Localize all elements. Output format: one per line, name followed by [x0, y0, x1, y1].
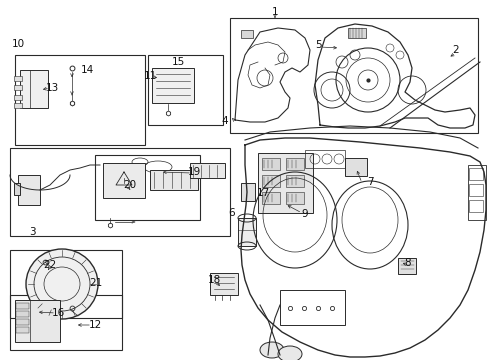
Bar — [229, 18, 477, 133]
Text: 17: 17 — [256, 188, 269, 198]
Bar — [16, 311, 29, 317]
Bar — [468, 184, 482, 196]
Bar — [238, 218, 256, 246]
Bar — [262, 158, 280, 170]
Ellipse shape — [260, 342, 284, 358]
Bar — [285, 175, 304, 187]
Text: 21: 21 — [89, 278, 102, 288]
Bar — [347, 28, 365, 38]
Bar — [467, 165, 485, 220]
Bar — [15, 55, 145, 145]
Text: 1: 1 — [271, 7, 278, 17]
Text: 15: 15 — [171, 57, 184, 67]
Text: 11: 11 — [143, 71, 156, 81]
Bar — [285, 158, 304, 170]
Bar — [190, 163, 224, 178]
Bar — [241, 30, 252, 38]
Text: 3: 3 — [29, 227, 35, 237]
Bar — [150, 170, 198, 190]
Bar — [241, 183, 254, 201]
Bar — [15, 300, 60, 342]
Text: 2: 2 — [452, 45, 458, 55]
Bar — [16, 327, 29, 333]
Bar — [280, 290, 345, 325]
Bar — [209, 273, 238, 295]
Text: 13: 13 — [45, 83, 59, 93]
Bar — [148, 55, 223, 125]
Text: 5: 5 — [314, 40, 321, 50]
Bar — [14, 95, 22, 100]
Text: 14: 14 — [80, 65, 93, 75]
Text: 10: 10 — [11, 39, 24, 49]
Bar — [14, 85, 22, 90]
Bar — [345, 158, 366, 176]
Text: 12: 12 — [88, 320, 102, 330]
Bar — [95, 155, 200, 220]
Ellipse shape — [26, 249, 98, 319]
Bar — [16, 303, 29, 309]
Bar — [18, 175, 40, 205]
Bar — [305, 150, 345, 168]
Bar — [285, 192, 304, 204]
Bar — [103, 163, 145, 198]
Text: 20: 20 — [123, 180, 136, 190]
Bar — [14, 76, 22, 81]
Ellipse shape — [278, 346, 302, 360]
Text: 4: 4 — [221, 116, 228, 126]
Text: 7: 7 — [366, 177, 372, 187]
Text: 8: 8 — [404, 258, 410, 268]
Text: 22: 22 — [43, 260, 57, 270]
Bar — [468, 200, 482, 212]
Bar — [397, 258, 415, 274]
Bar — [14, 183, 20, 195]
Bar — [14, 103, 22, 108]
Bar — [10, 250, 122, 318]
Bar — [468, 168, 482, 180]
Text: 18: 18 — [207, 275, 220, 285]
Bar — [262, 192, 280, 204]
Bar — [258, 153, 312, 213]
Text: 6: 6 — [228, 208, 235, 218]
Bar — [262, 175, 280, 187]
Text: 19: 19 — [187, 167, 200, 177]
Bar — [10, 148, 229, 236]
Bar — [152, 68, 194, 103]
Bar — [10, 295, 122, 350]
Text: 9: 9 — [301, 209, 307, 219]
Bar — [16, 319, 29, 325]
Bar — [20, 70, 48, 108]
Text: 16: 16 — [51, 308, 64, 318]
